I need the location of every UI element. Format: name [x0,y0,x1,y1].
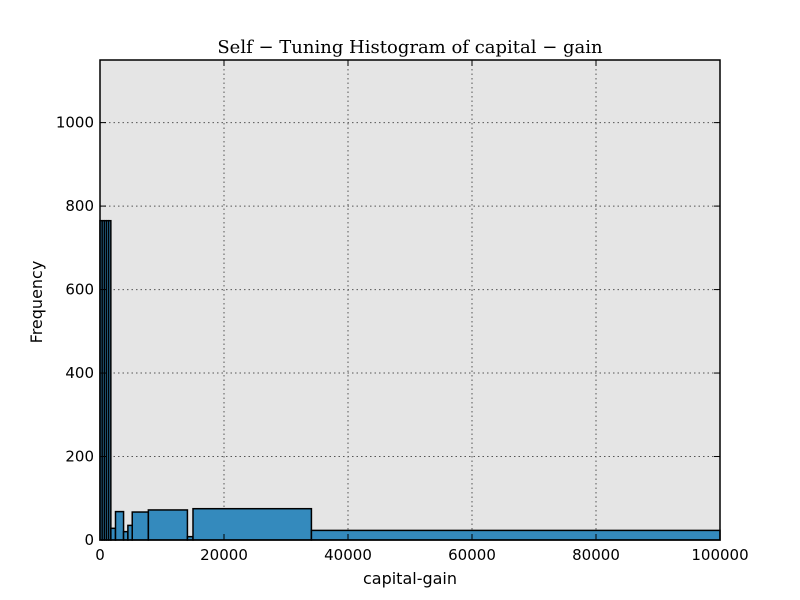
histogram-bar [131,511,150,541]
x-ticks: 0 20000 40000 60000 80000 100000 [95,60,749,564]
chart-title: Self − Tuning Histogram of capital − gai… [217,37,603,58]
y-axis-label: Frequency [27,261,46,344]
x-tick-label: 40000 [324,546,372,564]
histogram-bar [192,507,313,541]
plot-area [100,60,720,540]
histogram-bar [114,510,125,541]
y-tick-label: 400 [65,364,94,382]
x-tick-label: 60000 [448,546,496,564]
y-tick-label: 0 [84,531,94,549]
histogram-bar [147,509,189,541]
y-ticks: 0 200 400 600 800 1000 [56,114,720,549]
y-tick-label: 800 [65,197,94,215]
plot-frame [99,59,721,541]
y-tick-label: 200 [65,448,94,466]
x-tick-label: 80000 [572,546,620,564]
histogram-bar [107,219,112,541]
x-tick-label: 20000 [200,546,248,564]
y-tick-label: 600 [65,281,94,299]
x-tick-label: 0 [95,546,105,564]
y-tick-label: 1000 [56,114,94,132]
x-tick-label: 100000 [691,546,748,564]
grid-lines [100,60,720,540]
histogram-bar [310,529,721,541]
x-axis-label: capital-gain [363,569,457,588]
